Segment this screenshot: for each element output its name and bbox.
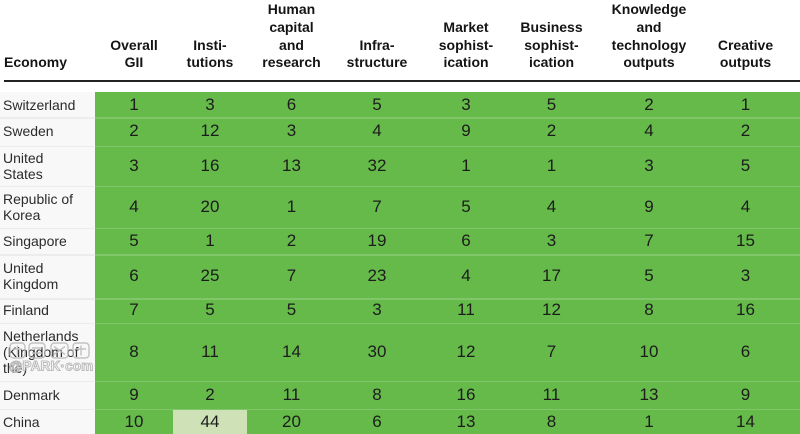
svg-text:@PARK·com: @PARK·com [9,359,93,374]
